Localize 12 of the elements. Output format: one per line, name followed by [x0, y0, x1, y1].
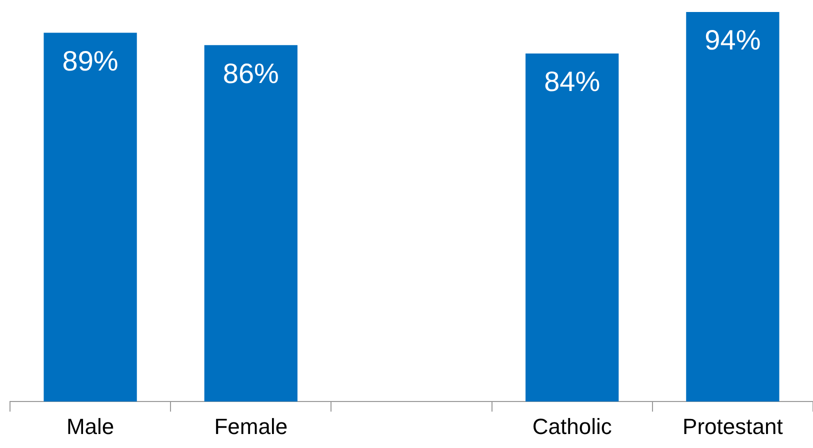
- x-tick-label: Protestant: [682, 414, 783, 439]
- x-tick-label: Catholic: [532, 414, 612, 439]
- bar: [204, 45, 298, 402]
- bar: [526, 53, 619, 402]
- data-label: 84%: [544, 66, 600, 98]
- x-tick-label: Female: [214, 414, 288, 439]
- x-tick-label: Male: [66, 414, 114, 439]
- data-label: 94%: [704, 24, 761, 56]
- bar: [44, 32, 137, 402]
- data-label: 86%: [222, 58, 279, 89]
- bar: [686, 12, 780, 402]
- data-label: 89%: [62, 45, 118, 76]
